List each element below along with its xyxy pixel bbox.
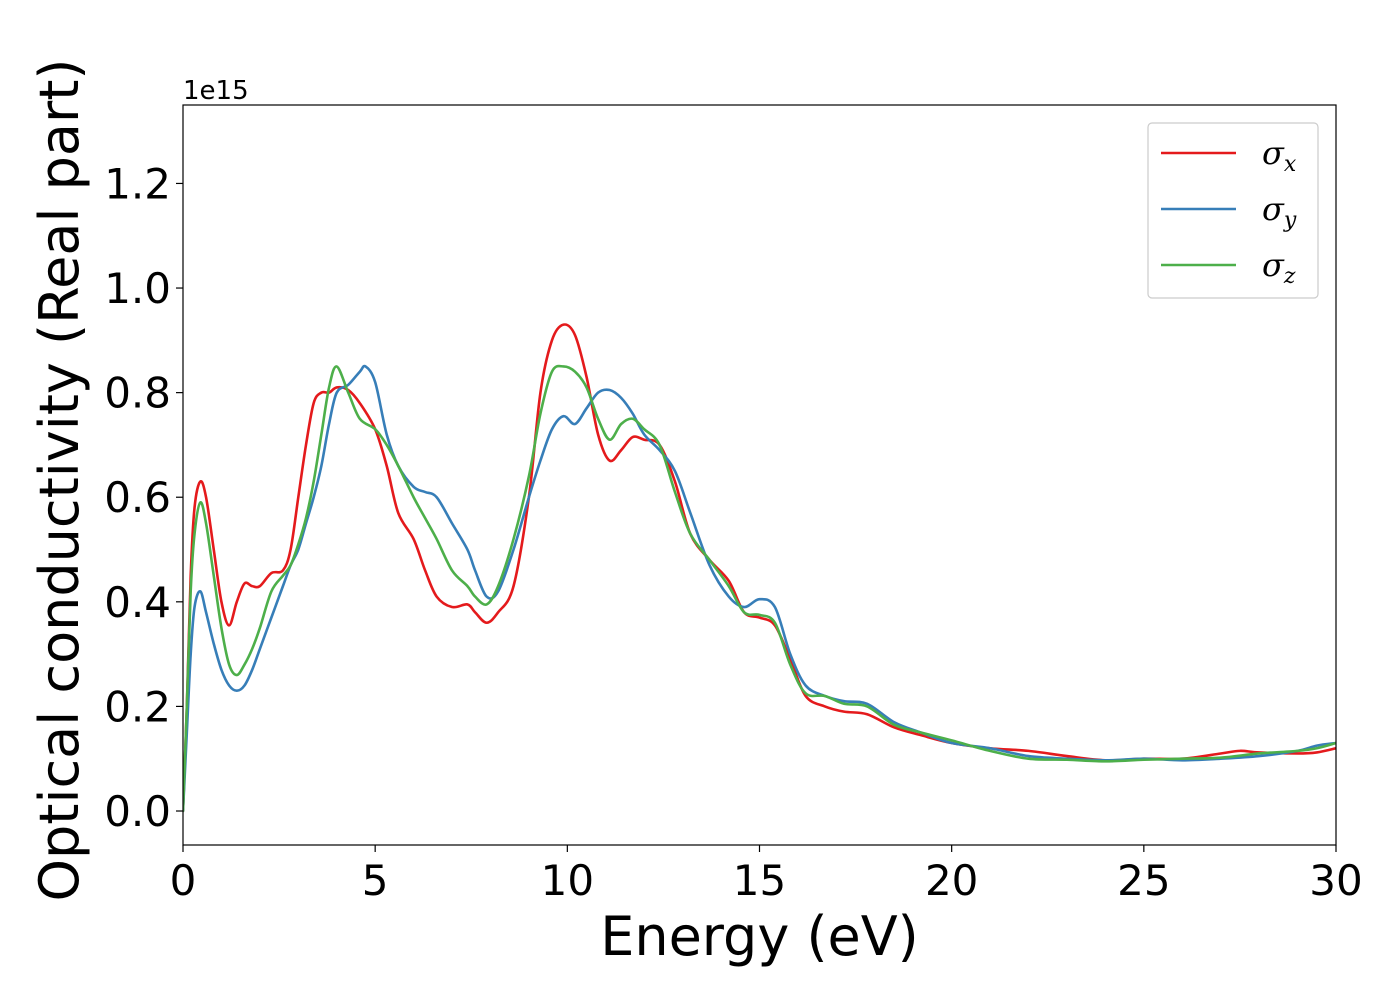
series-line-z (183, 364, 1336, 813)
y-tick-label: 0.4 (104, 578, 171, 627)
x-tick-label: 10 (541, 856, 594, 905)
x-tick-label: 0 (170, 856, 197, 905)
x-tick-label: 30 (1309, 856, 1362, 905)
x-tick-label: 25 (1117, 856, 1170, 905)
series-layer (183, 323, 1336, 813)
y-tick-label: 0.6 (104, 473, 171, 522)
legend-box (1147, 122, 1319, 299)
y-tick-label: 1.0 (104, 264, 171, 313)
x-axis: 0 5 10 15 20 25 30 (170, 845, 1363, 905)
y-tick-label: 1.2 (104, 159, 171, 208)
plot-background (183, 105, 1336, 845)
x-tick-label: 20 (925, 856, 978, 905)
x-tick-label: 15 (733, 856, 786, 905)
y-axis-offset-label: 1e15 (183, 76, 249, 106)
y-axis-title: Optical conductivity (Real part) (28, 59, 91, 902)
x-tick-label: 5 (362, 856, 389, 905)
y-tick-label: 0.0 (104, 787, 171, 836)
y-tick-label: 0.8 (104, 369, 171, 418)
y-axis: 0.0 0.2 0.4 0.6 0.8 1.0 1.2 (104, 159, 183, 836)
x-axis-title: Energy (eV) (600, 905, 919, 968)
plot-area (182, 104, 1337, 846)
y-tick-label: 0.2 (104, 682, 171, 731)
